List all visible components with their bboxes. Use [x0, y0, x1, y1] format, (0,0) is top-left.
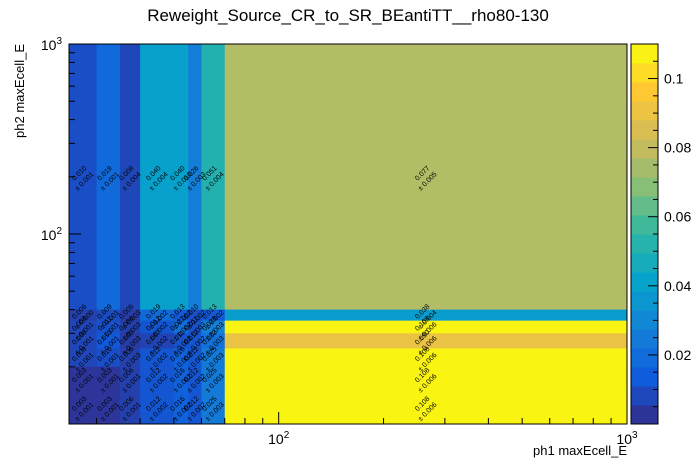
heatmap-cell	[119, 333, 141, 349]
colorbar-segment	[631, 272, 658, 292]
heatmap-cell	[173, 44, 189, 311]
heatmap-cell	[201, 366, 226, 392]
heatmap-cell	[224, 320, 628, 334]
x-tick-label: 103	[616, 430, 638, 447]
heatmap-cell	[140, 320, 175, 334]
heatmap-cell	[188, 44, 202, 311]
heatmap-cell	[224, 309, 628, 322]
heatmap-cell	[224, 390, 628, 425]
heatmap-cell	[69, 348, 98, 368]
heatmap-cell	[173, 390, 189, 425]
heatmap-cell	[201, 44, 226, 311]
colorbar-segment	[631, 291, 658, 311]
heatmap-cell	[96, 333, 121, 349]
heatmap-cell	[201, 309, 226, 322]
colorbar-segment	[631, 196, 658, 216]
heatmap-cell	[188, 309, 202, 322]
heatmap-cell	[96, 390, 121, 425]
heatmap-cell	[69, 390, 98, 425]
colorbar-segment	[631, 82, 658, 102]
heatmap-cell	[140, 309, 175, 322]
colorbar-segment	[631, 139, 658, 159]
colorbar-segment	[631, 158, 658, 178]
heatmap-cell	[69, 333, 98, 349]
heatmap-cell	[96, 320, 121, 334]
heatmap-cell	[201, 348, 226, 368]
chart-title: Reweight_Source_CR_to_SR_BEantiTT__rho80…	[147, 6, 549, 25]
y-tick-label: 102	[41, 226, 63, 243]
heatmap-cell	[224, 366, 628, 392]
heatmap-cell	[173, 309, 189, 322]
colorbar-segment	[631, 44, 658, 64]
colorbar-segment	[631, 234, 658, 254]
x-axis-title: ph1 maxEcell_E	[533, 443, 627, 458]
colorbar-tick-label: 0.02	[664, 347, 691, 363]
heatmap-cell	[188, 348, 202, 368]
heatmap-cell	[140, 333, 175, 349]
heatmap-cell	[188, 390, 202, 425]
heatmap-cell	[140, 366, 175, 392]
heatmap-cell	[188, 366, 202, 392]
heatmap-cell	[173, 320, 189, 334]
heatmap-cell	[69, 366, 98, 392]
heatmap-cell	[173, 333, 189, 349]
colorbar-tick-label: 0.08	[664, 140, 691, 156]
heatmap-cell	[188, 333, 202, 349]
heatmap-cell	[201, 390, 226, 425]
heatmap-cell	[69, 320, 98, 334]
heatmap-cell	[119, 309, 141, 322]
heatmap-cell	[140, 348, 175, 368]
colorbar-tick-label: 0.04	[664, 278, 691, 294]
axes: 102 103 102 103	[41, 36, 638, 447]
y-axis-title: ph2 maxEcell_E	[12, 44, 27, 138]
colorbar-segment	[631, 405, 658, 425]
heatmap-cell	[224, 348, 628, 368]
heatmap-cell	[224, 44, 628, 311]
colorbar-segment	[631, 348, 658, 368]
heatmap-cell	[119, 348, 141, 368]
heatmap-cell	[188, 320, 202, 334]
colorbar-tick-label: 0.1	[664, 71, 684, 87]
heatmap-cell	[69, 309, 98, 322]
heatmap-cell	[173, 366, 189, 392]
colorbar-segment	[631, 120, 658, 140]
colorbar-segment	[631, 215, 658, 235]
colorbar: 0.02 0.04 0.06 0.08 0.1	[630, 43, 691, 425]
heatmap-cell	[119, 390, 141, 425]
colorbar-tick-label: 0.06	[664, 209, 691, 225]
heatmap-cell	[96, 348, 121, 368]
heatmap-cell	[201, 333, 226, 349]
heatmap-cell	[119, 320, 141, 334]
heatmap-cell	[201, 320, 226, 334]
heatmap-cell	[96, 44, 121, 311]
colorbar-segment	[631, 101, 658, 121]
heatmap-cell	[140, 44, 175, 311]
colorbar-segment	[631, 329, 658, 349]
colorbar-segment	[631, 253, 658, 273]
colorbar-segment	[631, 367, 658, 387]
heatmap-cell	[96, 366, 121, 392]
heatmap-cell	[96, 309, 121, 322]
heatmap-cell	[140, 390, 175, 425]
colorbar-segment	[631, 310, 658, 330]
colorbar-segment	[631, 177, 658, 197]
heatmap-cell	[119, 44, 141, 311]
y-tick-label: 103	[41, 36, 63, 53]
colorbar-segment	[631, 63, 658, 83]
heatmap-cell	[173, 348, 189, 368]
heatmap-cell	[224, 333, 628, 349]
colorbar-segment	[631, 386, 658, 406]
x-tick-label: 102	[268, 430, 290, 447]
heatmap-cell	[119, 366, 141, 392]
heatmap-cells	[69, 44, 628, 425]
